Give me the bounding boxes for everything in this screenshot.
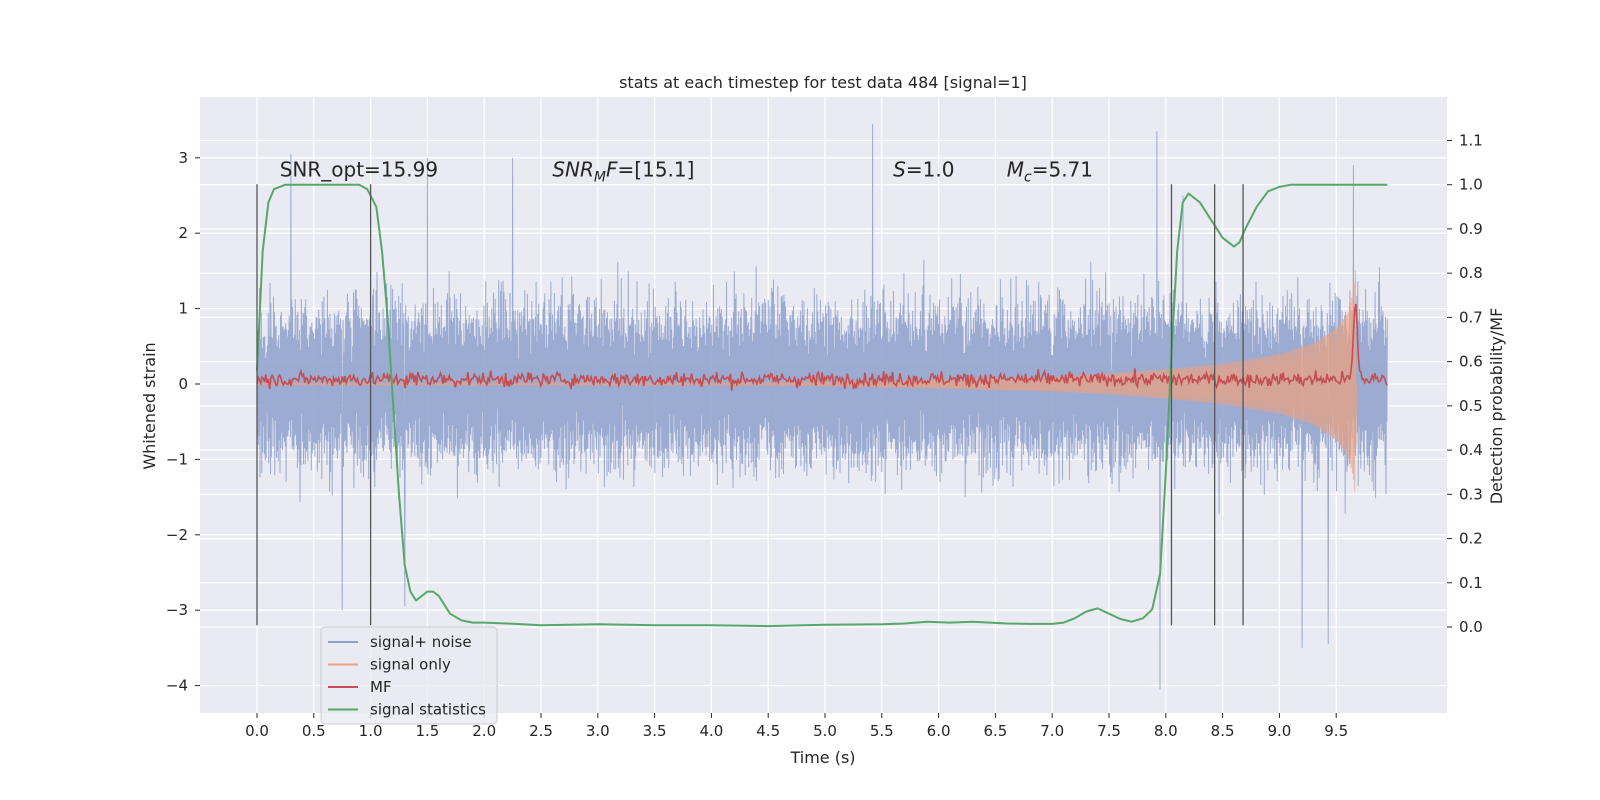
x-axis-label: Time (s) — [789, 748, 855, 767]
legend-label: signal statistics — [370, 701, 486, 719]
y-axis-label: Whitened strain — [140, 342, 159, 469]
x-tick-label: 1.5 — [415, 722, 439, 740]
x-tick-label: 6.0 — [927, 722, 951, 740]
y-tick-label: 1 — [178, 300, 188, 318]
y2-tick-label: 0.0 — [1459, 618, 1483, 636]
y2-tick-label: 0.3 — [1459, 485, 1483, 503]
annotations: SNR_opt=15.99 SNRMF=[15.1] S=1.0 Mc=5.71 — [280, 158, 1093, 186]
x-tick-label: 7.0 — [1040, 722, 1064, 740]
legend-box — [320, 626, 498, 725]
x-tick-label: 5.5 — [870, 722, 894, 740]
x-tick-label: 8.5 — [1211, 722, 1235, 740]
y-tick-label: −1 — [166, 450, 188, 468]
y2-tick-label: 0.9 — [1459, 220, 1483, 238]
legend-label: signal+ noise — [370, 633, 472, 651]
series-signal-only — [256, 270, 1358, 492]
y-tick-label: −3 — [166, 601, 188, 619]
x-tick-label: 4.0 — [699, 722, 723, 740]
x-tick-label: 2.0 — [472, 722, 496, 740]
x-tick-label: 9.0 — [1267, 722, 1291, 740]
x-tick-label: 0.5 — [302, 722, 326, 740]
y-tick-labels: 3 2 1 0 −1 −2 −3 −4 — [166, 149, 200, 695]
y2-tick-labels: 1.1 1.0 0.9 0.8 0.7 0.6 0.5 0.4 0.3 0.2 0.1 0.0 — [1447, 131, 1483, 636]
y2-tick-label: 0.2 — [1459, 530, 1483, 548]
legend-label: MF — [370, 678, 392, 696]
x-tick-label: 0.0 — [245, 722, 269, 740]
y-tick-label: 2 — [178, 224, 188, 242]
x-tick-label: 3.5 — [643, 722, 667, 740]
x-tick-label: 2.5 — [529, 722, 553, 740]
series-group — [256, 123, 1389, 690]
chart-title: stats at each timestep for test data 484… — [619, 73, 1027, 92]
y2-tick-label: 1.0 — [1459, 176, 1483, 194]
x-tick-label: 7.5 — [1097, 722, 1121, 740]
x-tick-labels: 0.0 0.5 1.0 1.5 2.0 2.5 3.0 3.5 4.0 4.5 5.0 5.5 6.0 6… — [245, 713, 1348, 740]
y2-tick-label: 0.5 — [1459, 397, 1483, 415]
annotation-text: SNRMF=[15.1] — [552, 158, 694, 186]
series-mf — [256, 303, 1389, 391]
series-signal-statistics — [256, 183, 1388, 628]
series-signal-noise — [256, 123, 1388, 690]
y-tick-label: 3 — [178, 149, 188, 167]
y2-tick-label: 1.1 — [1459, 131, 1483, 149]
annotation-text: S=1.0 — [893, 158, 954, 182]
x-tick-label: 3.0 — [586, 722, 610, 740]
legend-label: signal only — [370, 656, 451, 674]
x-tick-label: 8.0 — [1154, 722, 1178, 740]
x-tick-label: 4.5 — [756, 722, 780, 740]
y-tick-label: −2 — [166, 526, 188, 544]
x-tick-label: 6.5 — [983, 722, 1007, 740]
annotation-text: SNR_opt=15.99 — [280, 158, 438, 182]
annotation-text: Mc=5.71 — [1007, 158, 1093, 186]
y2-tick-label: 0.7 — [1459, 308, 1483, 326]
y-tick-label: −4 — [166, 677, 188, 695]
y-tick-label: 0 — [178, 375, 188, 393]
x-tick-label: 5.0 — [813, 722, 837, 740]
y2-tick-label: 0.1 — [1459, 574, 1483, 592]
legend: signal+ noise signal only MF signal statist… — [320, 626, 498, 725]
y2-axis-label: Detection probability/MF — [1487, 308, 1506, 505]
y2-tick-label: 0.8 — [1459, 264, 1483, 282]
y2-tick-label: 0.6 — [1459, 353, 1483, 371]
x-tick-label: 1.0 — [359, 722, 383, 740]
x-tick-label: 9.5 — [1324, 722, 1348, 740]
y2-tick-label: 0.4 — [1459, 441, 1483, 459]
vertical-markers — [256, 184, 1244, 626]
